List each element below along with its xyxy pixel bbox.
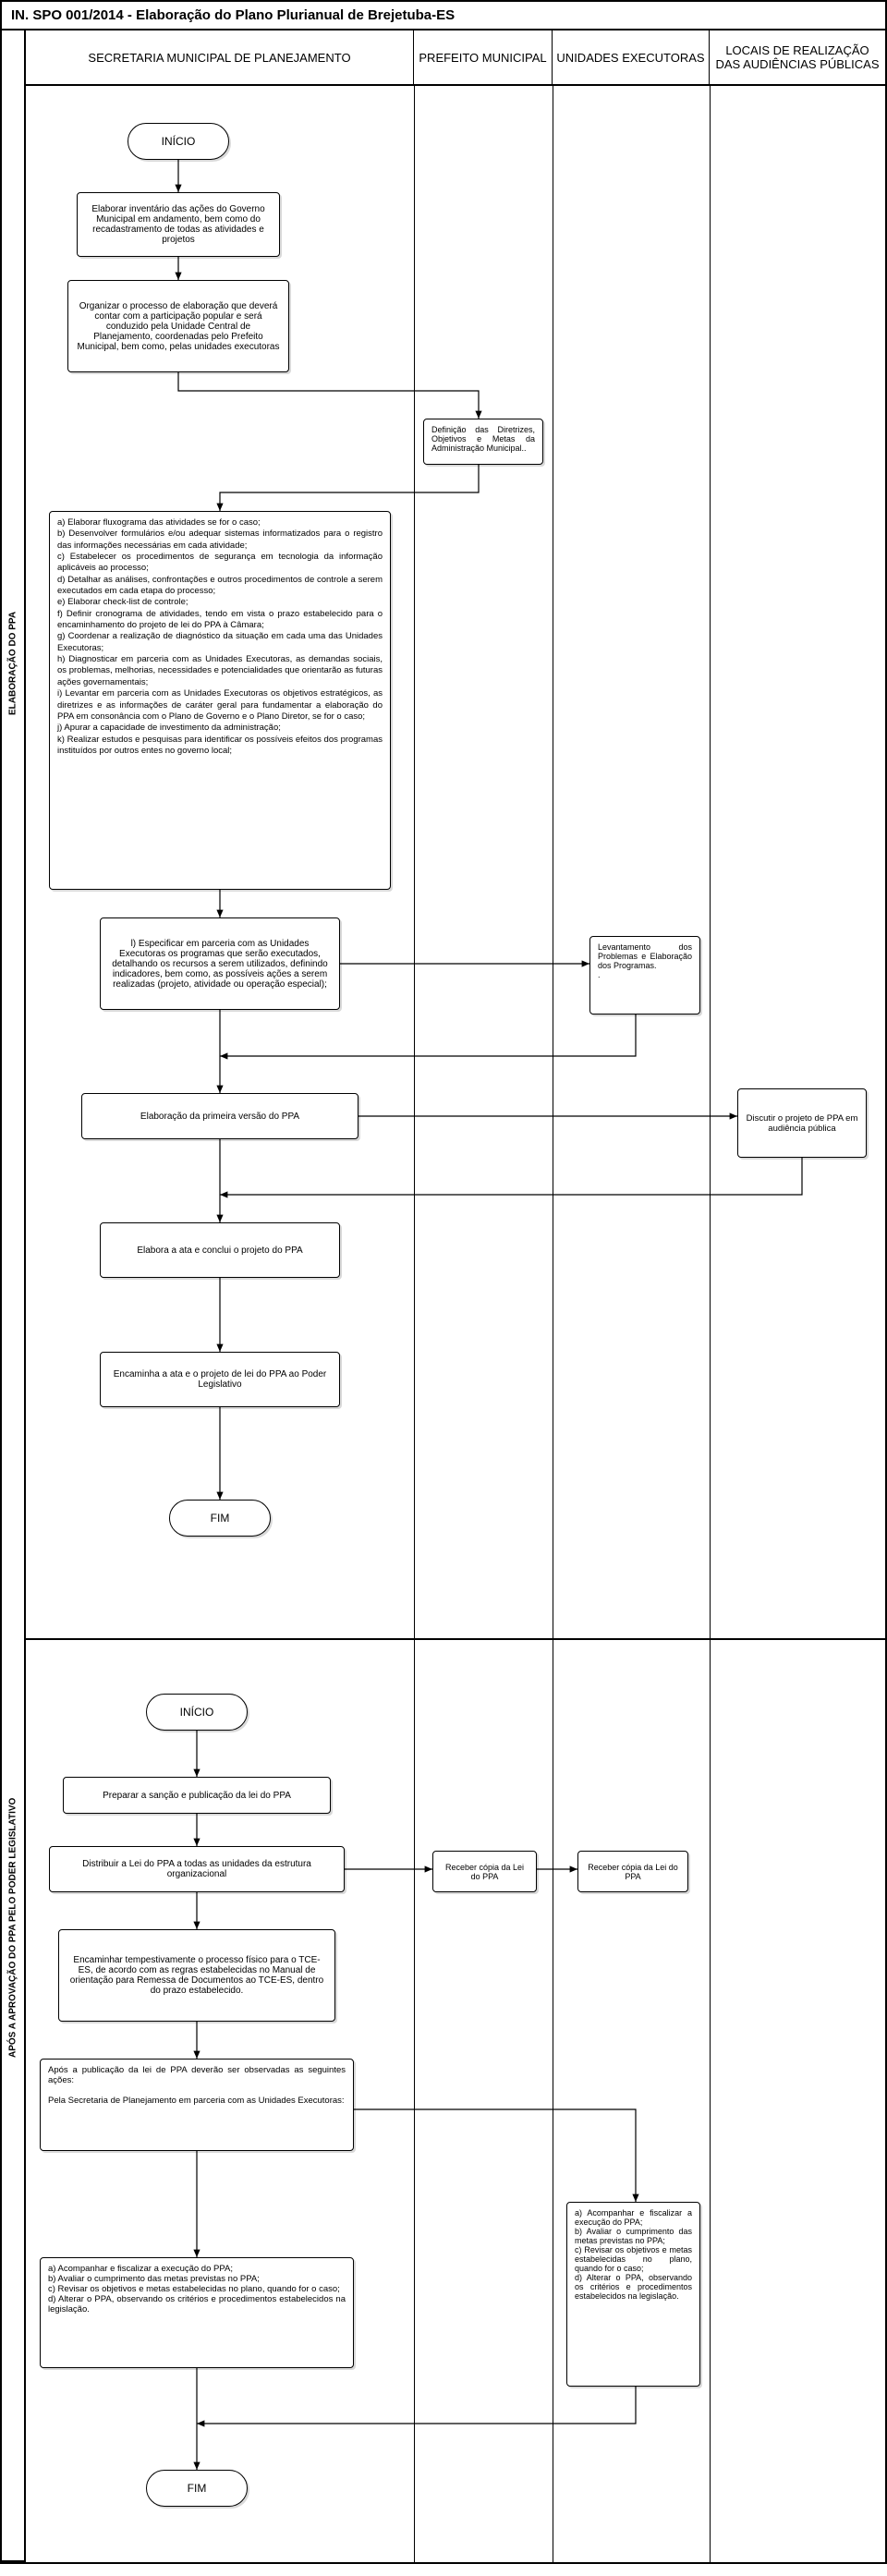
node-organizar-processo: Organizar o processo de elaboração que d… <box>67 280 289 372</box>
swimlane-container: ELABORAÇÃO DO PPA APÓS A APROVAÇÃO DO PP… <box>2 30 885 2562</box>
lane-divider-3 <box>710 86 711 2562</box>
node-lista-atividades: a) Elaborar fluxograma das atividades se… <box>49 511 391 890</box>
node-inventario: Elaborar inventário das ações do Governo… <box>77 192 280 257</box>
row-labels-column: ELABORAÇÃO DO PPA APÓS A APROVAÇÃO DO PP… <box>2 30 26 2562</box>
row-label-elaboracao: ELABORAÇÃO DO PPA <box>2 30 24 1295</box>
node-encaminhar-tce: Encaminhar tempestivamente o processo fí… <box>58 1929 335 2022</box>
node-especificar-programas: l) Especificar em parceria com as Unidad… <box>100 917 340 1010</box>
row-divider-1 <box>26 1638 885 1640</box>
terminator-inicio-1: INÍCIO <box>128 123 229 160</box>
lane-divider-1 <box>414 86 415 2562</box>
node-receber-copia-prefeito: Receber cópia da Lei do PPA <box>432 1851 537 1892</box>
node-preparar-sancao: Preparar a sanção e publicação da lei do… <box>63 1777 331 1814</box>
node-distribuir-lei: Distribuir a Lei do PPA a todas as unida… <box>49 1846 345 1892</box>
node-acoes-unidades: a) Acompanhar e fiscalizar a execução do… <box>566 2202 700 2387</box>
node-receber-copia-unidades: Receber cópia da Lei do PPA <box>577 1851 688 1892</box>
document-title: IN. SPO 001/2014 - Elaboração do Plano P… <box>2 2 885 30</box>
lane-header-secretaria: SECRETARIA MUNICIPAL DE PLANEJAMENTO <box>26 30 414 84</box>
lanes-body: INÍCIO Elaborar inventário das ações do … <box>26 86 885 2562</box>
node-acoes-secretaria: a) Acompanhar e fiscalizar a execução do… <box>40 2257 354 2368</box>
node-discutir-audiencia: Discutir o projeto de PPA em audiência p… <box>737 1088 867 1158</box>
node-primeira-versao: Elaboração da primeira versão do PPA <box>81 1093 358 1139</box>
row-label-apos-aprovacao: APÓS A APROVAÇÃO DO PPA PELO PODER LEGIS… <box>2 1295 24 2562</box>
node-definicao-diretrizes: Definição das Diretrizes, Objetivos e Me… <box>423 419 543 465</box>
lane-header-unidades: UNIDADES EXECUTORAS <box>553 30 710 84</box>
node-encaminha-ata: Encaminha a ata e o projeto de lei do PP… <box>100 1352 340 1407</box>
terminator-fim-1: FIM <box>169 1500 271 1537</box>
node-levantamento-problemas: Levantamento dos Problemas e Elaboração … <box>589 936 700 1015</box>
lanes-area: SECRETARIA MUNICIPAL DE PLANEJAMENTO PRE… <box>26 30 885 2562</box>
flowchart-page: IN. SPO 001/2014 - Elaboração do Plano P… <box>0 0 887 2564</box>
terminator-inicio-2: INÍCIO <box>146 1694 248 1731</box>
lane-header-prefeito: PREFEITO MUNICIPAL <box>414 30 553 84</box>
lane-header-locais: LOCAIS DE REALIZAÇÃO DAS AUDIÊNCIAS PÚBL… <box>710 30 885 84</box>
node-elabora-ata: Elabora a ata e conclui o projeto do PPA <box>100 1222 340 1278</box>
lane-headers: SECRETARIA MUNICIPAL DE PLANEJAMENTO PRE… <box>26 30 885 86</box>
terminator-fim-2: FIM <box>146 2470 248 2507</box>
node-apos-publicacao: Após a publicação da lei de PPA deverão … <box>40 2059 354 2151</box>
